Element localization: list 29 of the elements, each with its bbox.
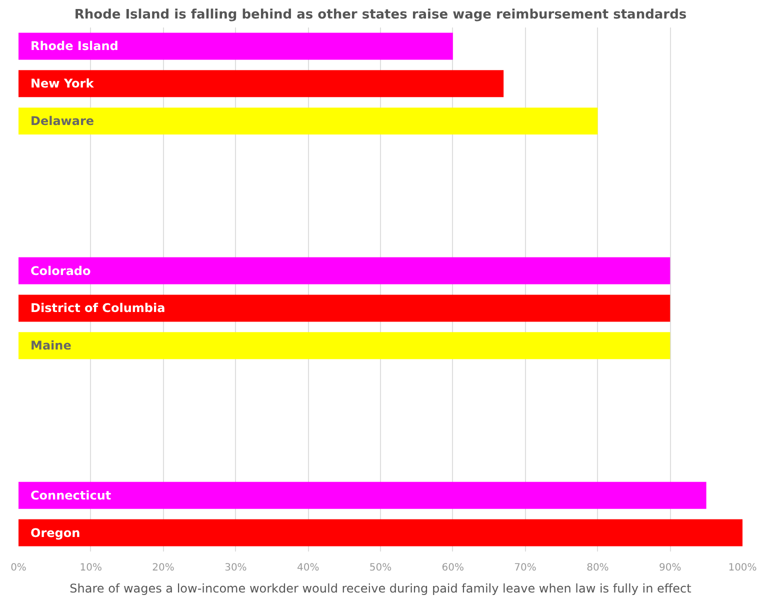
x-tick-label: 0% (10, 562, 26, 574)
chart-title: Rhode Island is falling behind as other states raise wage reimbursement standards (74, 8, 687, 22)
bar (18, 332, 670, 360)
x-tick-label: 50% (369, 562, 392, 574)
x-tick-label: 90% (658, 562, 682, 574)
y-tick-label: Oregon (30, 526, 80, 540)
x-tick-label: 60% (442, 562, 464, 574)
x-tick-label: 10% (80, 562, 102, 574)
bar (18, 32, 453, 60)
x-tick-label: 100% (728, 562, 757, 574)
x-tick-label: 40% (296, 562, 320, 574)
y-tick-label: Delaware (30, 114, 94, 128)
bar (18, 70, 504, 98)
bar (18, 482, 706, 509)
x-tick-label: 20% (152, 562, 174, 574)
x-tick-label: 30% (224, 562, 247, 574)
y-tick-label: Maine (30, 338, 72, 353)
x-tick-label: 70% (514, 562, 536, 574)
y-tick-label: New York (30, 76, 95, 91)
y-tick-label: Connecticut (30, 488, 112, 502)
bar (18, 519, 742, 546)
bar (18, 294, 670, 322)
bar (18, 257, 670, 284)
x-tick-label: 80% (586, 562, 609, 574)
x-axis-title: Share of wages a low-income workder would receive during paid family leave when law is fully in effect (70, 582, 692, 596)
y-tick-label: Colorado (30, 264, 91, 278)
bar (18, 108, 598, 135)
y-tick-label: District of Columbia (30, 301, 166, 316)
y-tick-label: Rhode Island (30, 39, 118, 54)
